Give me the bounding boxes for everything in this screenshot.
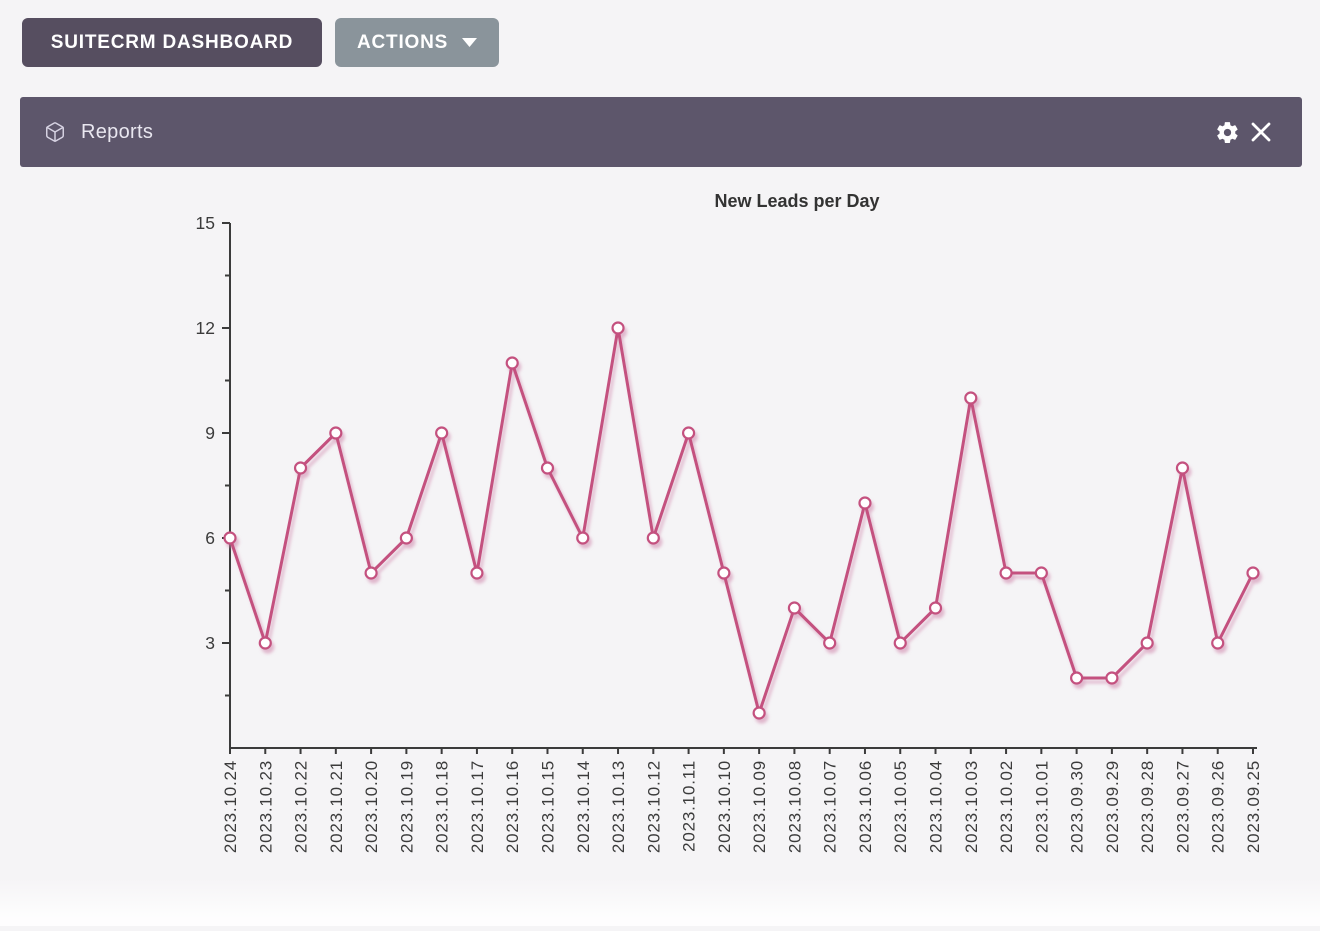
svg-text:2023.10.03: 2023.10.03 <box>962 760 981 853</box>
svg-text:2023.10.24: 2023.10.24 <box>221 760 240 853</box>
svg-text:12: 12 <box>196 318 215 338</box>
svg-text:2023.10.20: 2023.10.20 <box>362 760 381 853</box>
svg-text:2023.10.06: 2023.10.06 <box>856 760 875 853</box>
close-icon[interactable] <box>1244 115 1278 149</box>
reports-panel-body: New Leads per Day 3 6 9 12 15 2023.10.24 2023.1… <box>0 167 1320 931</box>
svg-text:2023.10.11: 2023.10.11 <box>680 760 699 852</box>
svg-text:2023.10.08: 2023.10.08 <box>785 760 804 853</box>
svg-text:2023.09.28: 2023.09.28 <box>1138 760 1157 853</box>
svg-text:2023.10.17: 2023.10.17 <box>468 760 487 853</box>
svg-text:2023.10.13: 2023.10.13 <box>609 760 628 853</box>
svg-text:2023.10.16: 2023.10.16 <box>503 760 522 853</box>
svg-text:2023.10.09: 2023.10.09 <box>750 760 769 853</box>
svg-text:2023.10.21: 2023.10.21 <box>327 760 346 853</box>
svg-text:6: 6 <box>205 528 215 548</box>
settings-gear-icon[interactable] <box>1210 115 1244 149</box>
svg-text:2023.10.07: 2023.10.07 <box>821 760 840 853</box>
svg-text:2023.10.02: 2023.10.02 <box>997 760 1016 853</box>
new-leads-chart: New Leads per Day 3 6 9 12 15 2023.10.24 2023.1… <box>196 191 1263 853</box>
svg-text:2023.09.27: 2023.09.27 <box>1173 760 1192 853</box>
svg-text:3: 3 <box>205 633 215 653</box>
svg-text:2023.09.26: 2023.09.26 <box>1209 760 1228 853</box>
reports-panel-header: Reports <box>20 97 1302 167</box>
svg-text:2023.09.29: 2023.09.29 <box>1103 760 1122 853</box>
svg-text:2023.10.15: 2023.10.15 <box>538 760 557 853</box>
actions-button[interactable]: ACTIONS <box>335 18 500 67</box>
svg-text:2023.10.23: 2023.10.23 <box>256 760 275 853</box>
svg-text:New Leads per Day: New Leads per Day <box>714 191 879 211</box>
svg-text:2023.10.04: 2023.10.04 <box>927 760 946 853</box>
svg-text:2023.10.10: 2023.10.10 <box>715 760 734 853</box>
svg-text:2023.10.05: 2023.10.05 <box>891 760 910 853</box>
panel-title: Reports <box>81 120 154 143</box>
svg-text:2023.09.30: 2023.09.30 <box>1068 760 1087 853</box>
svg-text:2023.10.19: 2023.10.19 <box>397 760 416 853</box>
svg-text:2023.10.14: 2023.10.14 <box>574 760 593 853</box>
svg-text:2023.10.18: 2023.10.18 <box>433 760 452 853</box>
svg-text:2023.10.12: 2023.10.12 <box>644 760 663 853</box>
svg-text:2023.10.22: 2023.10.22 <box>292 760 311 853</box>
cube-icon <box>44 121 66 143</box>
svg-text:15: 15 <box>196 213 215 233</box>
actions-button-label: ACTIONS <box>357 31 449 53</box>
svg-text:2023.10.01: 2023.10.01 <box>1032 760 1051 853</box>
topbar: SUITECRM DASHBOARD ACTIONS <box>22 18 500 67</box>
caret-down-icon <box>462 38 478 47</box>
suitecrm-dashboard-button[interactable]: SUITECRM DASHBOARD <box>22 18 322 67</box>
svg-text:9: 9 <box>205 423 215 443</box>
svg-text:2023.09.25: 2023.09.25 <box>1244 760 1263 853</box>
